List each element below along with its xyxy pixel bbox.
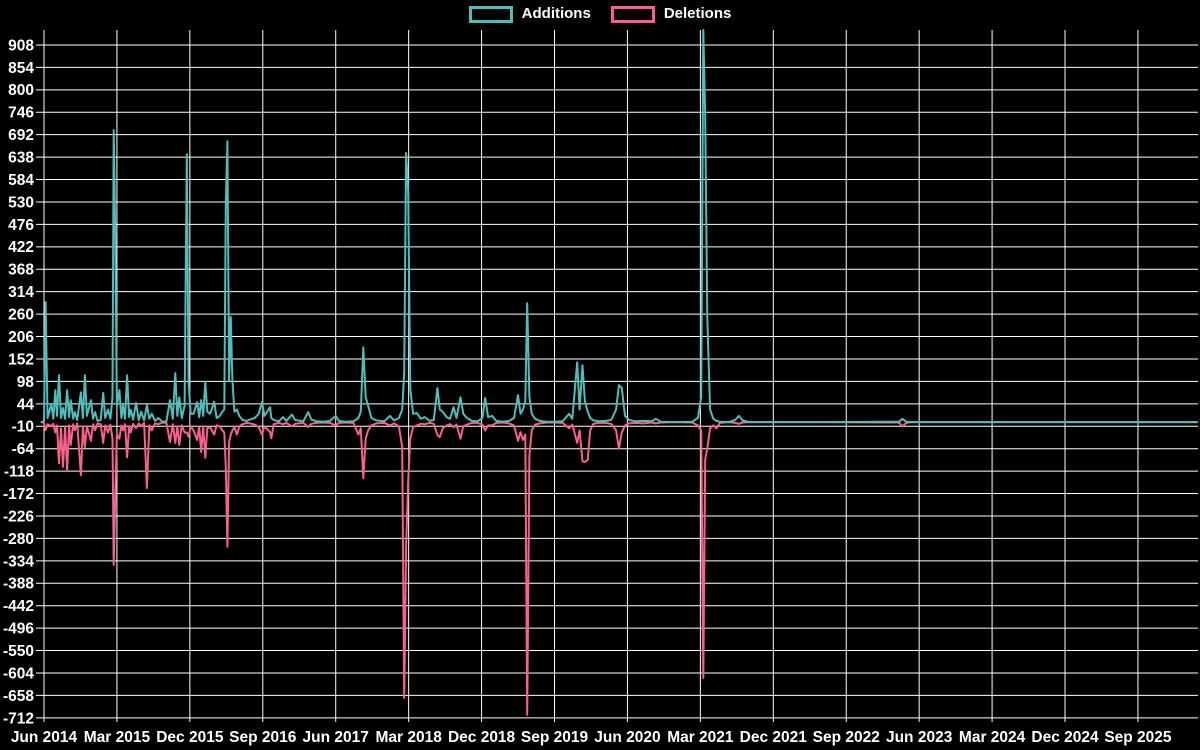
- deletions-series-label: Deletions: [663, 5, 732, 22]
- y-tick-label: -10: [12, 419, 34, 436]
- y-tick-label: 314: [8, 284, 34, 301]
- y-tick-label: -550: [3, 643, 34, 660]
- y-tick-label: -118: [4, 464, 35, 481]
- y-tick-label: 908: [8, 37, 34, 54]
- legend-item-deletions[interactable]: Deletions: [610, 5, 732, 23]
- x-tick-label: Dec 2015: [156, 729, 224, 746]
- y-tick-label: -280: [3, 531, 34, 548]
- y-tick-label: 800: [8, 82, 34, 99]
- legend-item-additions[interactable]: Additions: [468, 5, 591, 23]
- y-tick-label: 746: [8, 105, 34, 122]
- x-tick-label: Mar 2024: [959, 729, 1026, 746]
- y-tick-label: 476: [8, 217, 34, 234]
- y-tick-label: -442: [3, 598, 34, 615]
- horizontal-gridlines: [36, 44, 1198, 719]
- deletions-series-swatch: [610, 5, 655, 23]
- x-tick-label: Jun 2014: [11, 729, 78, 746]
- x-tick-label: Dec 2018: [448, 729, 516, 746]
- y-tick-label: 44: [17, 396, 35, 413]
- x-tick-label: Mar 2015: [84, 729, 151, 746]
- y-tick-label: -388: [3, 576, 34, 593]
- chart-legend: Additions Deletions: [0, 5, 1200, 23]
- y-tick-label: 638: [8, 150, 34, 167]
- y-tick-label: 152: [8, 351, 34, 368]
- y-tick-label: -604: [3, 665, 34, 682]
- deletions-line: [40, 421, 1199, 716]
- additions-line: [40, 29, 1199, 424]
- additions-series-swatch: [468, 5, 513, 23]
- y-tick-label: -712: [3, 710, 34, 727]
- y-tick-label: 98: [17, 374, 35, 391]
- y-tick-label: -658: [3, 688, 34, 705]
- x-tick-label: Mar 2018: [375, 729, 442, 746]
- x-tick-label: Sep 2019: [521, 729, 589, 746]
- y-tick-label: 854: [8, 60, 34, 77]
- y-axis-labels: 908 854 800 746 692 638 584 530 476 422 368 314 260 2…: [3, 37, 34, 727]
- y-tick-label: -172: [3, 486, 34, 503]
- y-tick-label: -226: [3, 508, 34, 525]
- x-tick-label: Dec 2021: [740, 729, 808, 746]
- x-tick-label: Sep 2022: [813, 729, 880, 746]
- x-tick-label: Jun 2020: [594, 729, 660, 746]
- y-tick-label: 422: [8, 239, 34, 256]
- y-tick-label: 692: [8, 127, 34, 144]
- y-tick-label: 206: [8, 329, 34, 346]
- y-tick-label: 260: [8, 307, 34, 324]
- x-tick-label: Sep 2025: [1104, 729, 1172, 746]
- vertical-gridlines: [43, 30, 1139, 722]
- x-tick-label: Jun 2017: [303, 729, 369, 746]
- y-tick-label: -64: [12, 441, 35, 458]
- x-tick-label: Sep 2016: [229, 729, 297, 746]
- y-tick-label: 530: [8, 194, 34, 211]
- x-tick-label: Mar 2021: [667, 729, 734, 746]
- x-axis-labels: Jun 2014 Mar 2015 Dec 2015 Sep 2016 Jun 2017…: [11, 729, 1172, 746]
- y-tick-label: -496: [3, 621, 34, 638]
- y-tick-label: 584: [8, 172, 34, 189]
- x-tick-label: Dec 2024: [1031, 729, 1099, 746]
- y-tick-label: -334: [3, 553, 34, 570]
- x-tick-label: Jun 2023: [886, 729, 953, 746]
- y-tick-label: 368: [8, 262, 34, 279]
- additions-series-label: Additions: [521, 5, 591, 22]
